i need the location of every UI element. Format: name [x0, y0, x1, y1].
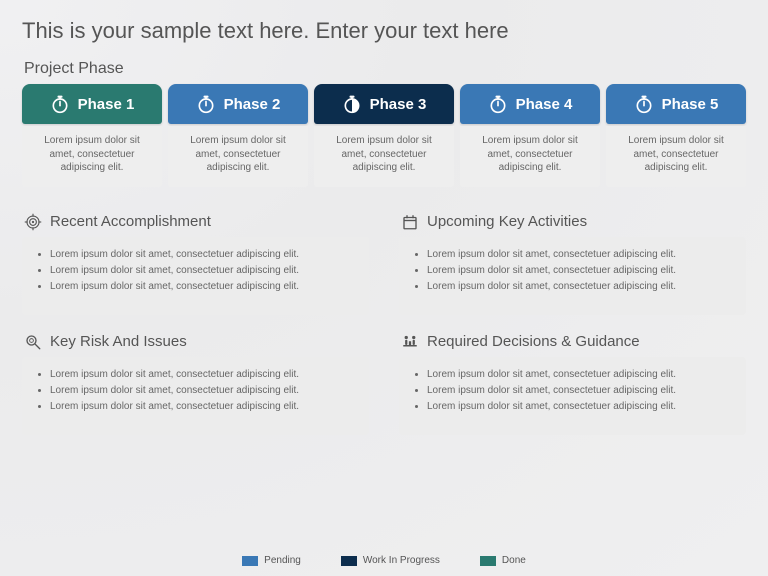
phase-header[interactable]: Phase 1	[22, 84, 162, 124]
phase-card: Phase 1 Lorem ipsum dolor sit amet, conse…	[22, 84, 162, 187]
section-title: Recent Accomplishment	[50, 213, 211, 230]
section-label-phases: Project Phase	[24, 60, 746, 78]
phase-card: Phase 4 Lorem ipsum dolor sit amet, conse…	[460, 84, 600, 187]
phase-label: Phase 5	[662, 96, 719, 113]
phase-header[interactable]: Phase 5	[606, 84, 746, 124]
legend-swatch	[242, 556, 258, 566]
stopwatch-icon	[50, 94, 70, 114]
info-section: Upcoming Key Activities Lorem ipsum dolor…	[399, 213, 746, 315]
list-item: Lorem ipsum dolor sit amet, consectetuer…	[427, 247, 734, 263]
sections-grid: Recent Accomplishment Lorem ipsum dolor s…	[22, 213, 746, 435]
section-header: Required Decisions & Guidance	[401, 333, 746, 351]
phase-card: Phase 2 Lorem ipsum dolor sit amet, conse…	[168, 84, 308, 187]
phase-description: Lorem ipsum dolor sit amet, consectetuer…	[460, 126, 600, 187]
phase-description: Lorem ipsum dolor sit amet, consectetuer…	[22, 126, 162, 187]
target-icon	[24, 213, 42, 231]
list-item: Lorem ipsum dolor sit amet, consectetuer…	[427, 399, 734, 415]
list-item: Lorem ipsum dolor sit amet, consectetuer…	[50, 367, 357, 383]
page-title: This is your sample text here. Enter you…	[22, 18, 746, 44]
phase-label: Phase 2	[224, 96, 281, 113]
section-title: Required Decisions & Guidance	[427, 333, 640, 350]
list-item: Lorem ipsum dolor sit amet, consectetuer…	[427, 263, 734, 279]
phase-header[interactable]: Phase 3	[314, 84, 454, 124]
stopwatch-icon	[488, 94, 508, 114]
section-body: Lorem ipsum dolor sit amet, consectetuer…	[399, 237, 746, 315]
section-title: Upcoming Key Activities	[427, 213, 587, 230]
magnifier-icon	[24, 333, 42, 351]
legend-item: Pending	[242, 555, 301, 566]
info-section: Required Decisions & Guidance Lorem ipsum…	[399, 333, 746, 435]
section-header: Upcoming Key Activities	[401, 213, 746, 231]
phase-label: Phase 1	[78, 96, 135, 113]
stopwatch-half-icon	[342, 94, 362, 114]
phase-row: Phase 1 Lorem ipsum dolor sit amet, conse…	[22, 84, 746, 187]
list-item: Lorem ipsum dolor sit amet, consectetuer…	[50, 263, 357, 279]
list-item: Lorem ipsum dolor sit amet, consectetuer…	[50, 247, 357, 263]
list-item: Lorem ipsum dolor sit amet, consectetuer…	[427, 367, 734, 383]
list-item: Lorem ipsum dolor sit amet, consectetuer…	[50, 399, 357, 415]
stopwatch-icon	[634, 94, 654, 114]
legend: Pending Work In Progress Done	[0, 555, 768, 566]
section-header: Key Risk And Issues	[24, 333, 369, 351]
legend-label: Work In Progress	[363, 555, 440, 566]
phase-card: Phase 3 Lorem ipsum dolor sit amet, conse…	[314, 84, 454, 187]
legend-swatch	[480, 556, 496, 566]
phase-description: Lorem ipsum dolor sit amet, consectetuer…	[314, 126, 454, 187]
phase-label: Phase 3	[370, 96, 427, 113]
info-section: Recent Accomplishment Lorem ipsum dolor s…	[22, 213, 369, 315]
calendar-icon	[401, 213, 419, 231]
section-body: Lorem ipsum dolor sit amet, consectetuer…	[22, 357, 369, 435]
section-body: Lorem ipsum dolor sit amet, consectetuer…	[399, 357, 746, 435]
phase-header[interactable]: Phase 4	[460, 84, 600, 124]
section-body: Lorem ipsum dolor sit amet, consectetuer…	[22, 237, 369, 315]
stopwatch-icon	[196, 94, 216, 114]
legend-swatch	[341, 556, 357, 566]
list-item: Lorem ipsum dolor sit amet, consectetuer…	[427, 383, 734, 399]
list-item: Lorem ipsum dolor sit amet, consectetuer…	[50, 279, 357, 295]
phase-label: Phase 4	[516, 96, 573, 113]
section-header: Recent Accomplishment	[24, 213, 369, 231]
phase-description: Lorem ipsum dolor sit amet, consectetuer…	[168, 126, 308, 187]
info-section: Key Risk And Issues Lorem ipsum dolor sit…	[22, 333, 369, 435]
list-item: Lorem ipsum dolor sit amet, consectetuer…	[427, 279, 734, 295]
phase-description: Lorem ipsum dolor sit amet, consectetuer…	[606, 126, 746, 187]
legend-label: Pending	[264, 555, 301, 566]
phase-card: Phase 5 Lorem ipsum dolor sit amet, conse…	[606, 84, 746, 187]
phase-header[interactable]: Phase 2	[168, 84, 308, 124]
meeting-icon	[401, 333, 419, 351]
legend-label: Done	[502, 555, 526, 566]
list-item: Lorem ipsum dolor sit amet, consectetuer…	[50, 383, 357, 399]
section-title: Key Risk And Issues	[50, 333, 187, 350]
legend-item: Done	[480, 555, 526, 566]
legend-item: Work In Progress	[341, 555, 440, 566]
